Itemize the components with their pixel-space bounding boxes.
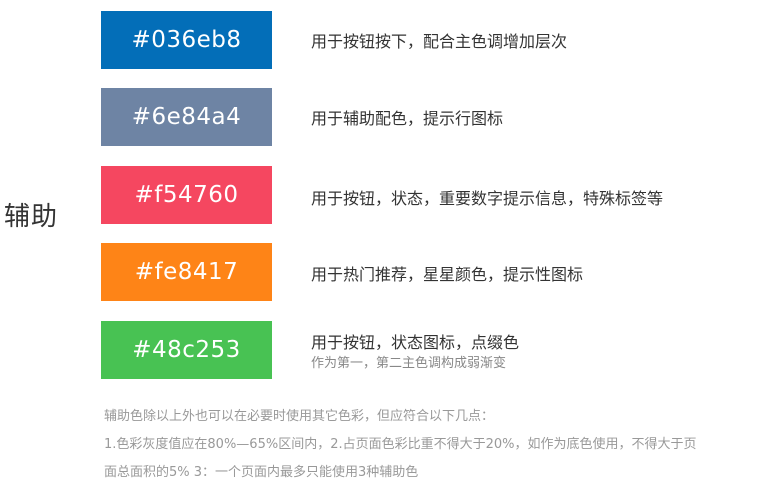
swatch-subdescription: 作为第一，第二主色调构成弱渐变 — [311, 356, 507, 371]
swatch-036eb8: #036eb8 — [101, 11, 272, 69]
swatch-description: 用于按钮，状态，重要数字提示信息，特殊标签等 — [311, 189, 664, 208]
notes-line: 1.色彩灰度值应在80%—65%区间内，2.占页面色彩比重不得大于20%，如作为… — [104, 437, 697, 452]
swatch-description: 用于热门推荐，星星颜色，提示性图标 — [311, 265, 584, 284]
swatch-6e84a4: #6e84a4 — [101, 88, 272, 146]
swatch-f54760: #f54760 — [101, 166, 272, 224]
swatch-fe8417: #fe8417 — [101, 243, 272, 301]
notes-line: 辅助色除以上外也可以在必要时使用其它色彩，但应符合以下几点： — [104, 409, 495, 424]
swatch-48c253: #48c253 — [101, 321, 272, 379]
swatch-description: 用于辅助配色，提示行图标 — [311, 109, 504, 128]
swatch-description: 用于按钮，状态图标，点缀色 — [311, 333, 520, 352]
swatch-description: 用于按钮按下，配合主色调增加层次 — [311, 32, 568, 51]
section-title: 辅助 — [4, 202, 59, 232]
notes-line: 面总面积的5% 3：一个页面内最多只能使用3种辅助色 — [104, 465, 419, 480]
